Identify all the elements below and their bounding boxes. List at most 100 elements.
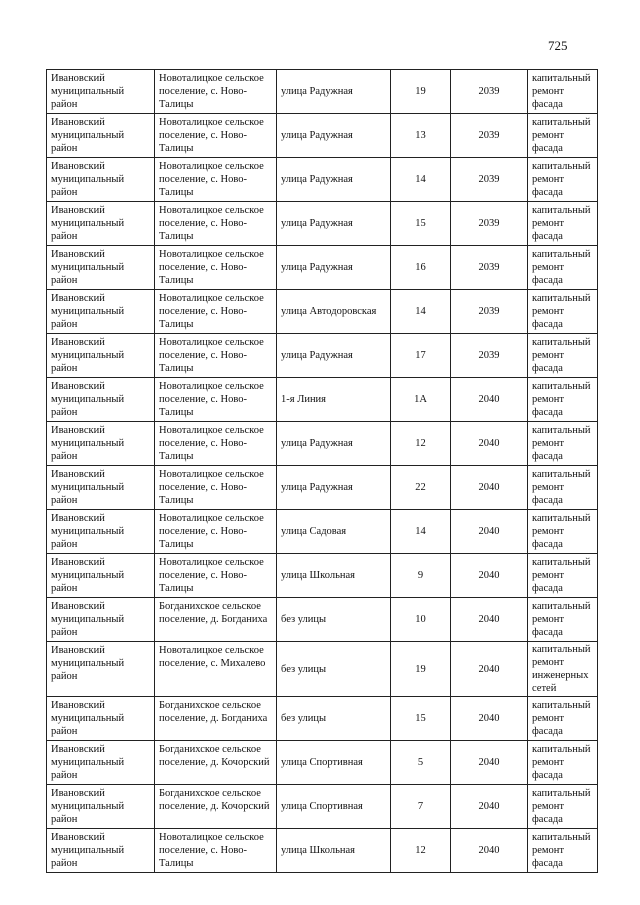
settlement-cell: Богданихское сельское поселение, д. Кочо… xyxy=(154,740,277,785)
year-cell: 2039 xyxy=(450,157,528,202)
year-cell: 2040 xyxy=(450,784,528,829)
street-cell: улица Автодоровская xyxy=(276,289,391,334)
settlement-cell: Новоталицкое сельское поселение, с. Ново… xyxy=(154,553,277,598)
table-row: Ивановский муниципальный район Новоталицк… xyxy=(46,553,598,598)
table-row: Ивановский муниципальный район Богданихск… xyxy=(46,597,598,642)
year-cell: 2040 xyxy=(450,696,528,741)
work-type-cell: капитальный ремонт фасада xyxy=(527,69,598,114)
year-cell: 2040 xyxy=(450,465,528,510)
settlement-cell: Новоталицкое сельское поселение, с. Ново… xyxy=(154,377,277,422)
street-cell: 1-я Линия xyxy=(276,377,391,422)
district-cell: Ивановский муниципальный район xyxy=(46,509,155,554)
work-type-cell: капитальный ремонт фасада xyxy=(527,201,598,246)
work-type-cell: капитальный ремонт фасада xyxy=(527,421,598,466)
street-cell: без улицы xyxy=(276,597,391,642)
street-cell: без улицы xyxy=(276,696,391,741)
settlement-cell: Новоталицкое сельское поселение, с. Ново… xyxy=(154,421,277,466)
street-cell: улица Радужная xyxy=(276,201,391,246)
district-cell: Ивановский муниципальный район xyxy=(46,784,155,829)
table-row: Ивановский муниципальный район Новоталицк… xyxy=(46,201,598,246)
house-number-cell: 15 xyxy=(390,201,451,246)
district-cell: Ивановский муниципальный район xyxy=(46,828,155,873)
district-cell: Ивановский муниципальный район xyxy=(46,597,155,642)
district-cell: Ивановский муниципальный район xyxy=(46,377,155,422)
house-number-cell: 5 xyxy=(390,740,451,785)
work-type-cell: капитальный ремонт фасада xyxy=(527,465,598,510)
year-cell: 2040 xyxy=(450,597,528,642)
table-row: Ивановский муниципальный район Новоталицк… xyxy=(46,113,598,158)
work-type-cell: капитальный ремонт фасада xyxy=(527,113,598,158)
year-cell: 2040 xyxy=(450,421,528,466)
street-cell: улица Радужная xyxy=(276,421,391,466)
settlement-cell: Новоталицкое сельское поселение, с. Ново… xyxy=(154,69,277,114)
work-type-cell: капитальный ремонт фасада xyxy=(527,509,598,554)
house-number-cell: 15 xyxy=(390,696,451,741)
work-type-cell: капитальный ремонт фасада xyxy=(527,157,598,202)
table-row: Ивановский муниципальный район Богданихск… xyxy=(46,740,598,785)
street-cell: улица Радужная xyxy=(276,245,391,290)
house-number-cell: 12 xyxy=(390,421,451,466)
settlement-cell: Новоталицкое сельское поселение, с. Ново… xyxy=(154,157,277,202)
district-cell: Ивановский муниципальный район xyxy=(46,113,155,158)
settlement-cell: Богданихское сельское поселение, д. Богд… xyxy=(154,696,277,741)
district-cell: Ивановский муниципальный район xyxy=(46,201,155,246)
street-cell: улица Спортивная xyxy=(276,740,391,785)
year-cell: 2040 xyxy=(450,641,528,697)
district-cell: Ивановский муниципальный район xyxy=(46,245,155,290)
settlement-cell: Новоталицкое сельское поселение, с. Ново… xyxy=(154,201,277,246)
house-number-cell: 14 xyxy=(390,509,451,554)
district-cell: Ивановский муниципальный район xyxy=(46,465,155,510)
page-number: 725 xyxy=(548,38,568,53)
district-cell: Ивановский муниципальный район xyxy=(46,421,155,466)
work-type-cell: капитальный ремонт фасада xyxy=(527,828,598,873)
work-type-cell: капитальный ремонт фасада xyxy=(527,333,598,378)
settlement-cell: Новоталицкое сельское поселение, с. Ново… xyxy=(154,465,277,510)
district-cell: Ивановский муниципальный район xyxy=(46,333,155,378)
work-type-cell: капитальный ремонт фасада xyxy=(527,597,598,642)
work-type-cell: капитальный ремонт фасада xyxy=(527,289,598,334)
table-row: Ивановский муниципальный район Новоталицк… xyxy=(46,421,598,466)
year-cell: 2039 xyxy=(450,113,528,158)
work-type-cell: капитальный ремонт фасада xyxy=(527,784,598,829)
house-number-cell: 14 xyxy=(390,157,451,202)
street-cell: улица Спортивная xyxy=(276,784,391,829)
year-cell: 2040 xyxy=(450,377,528,422)
settlement-cell: Новоталицкое сельское поселение, с. Ново… xyxy=(154,509,277,554)
house-number-cell: 12 xyxy=(390,828,451,873)
house-number-cell: 9 xyxy=(390,553,451,598)
street-cell: без улицы xyxy=(276,641,391,697)
table-row: Ивановский муниципальный район Новоталицк… xyxy=(46,641,598,697)
house-number-cell: 16 xyxy=(390,245,451,290)
table-row: Ивановский муниципальный район Новоталицк… xyxy=(46,509,598,554)
work-type-cell: капитальный ремонт фасада xyxy=(527,245,598,290)
house-number-cell: 1А xyxy=(390,377,451,422)
table-row: Ивановский муниципальный район Новоталицк… xyxy=(46,465,598,510)
district-cell: Ивановский муниципальный район xyxy=(46,740,155,785)
district-cell: Ивановский муниципальный район xyxy=(46,696,155,741)
house-number-cell: 14 xyxy=(390,289,451,334)
street-cell: улица Радужная xyxy=(276,113,391,158)
year-cell: 2039 xyxy=(450,333,528,378)
district-cell: Ивановский муниципальный район xyxy=(46,553,155,598)
street-cell: улица Радужная xyxy=(276,465,391,510)
work-type-cell: капитальный ремонт фасада xyxy=(527,740,598,785)
house-number-cell: 13 xyxy=(390,113,451,158)
district-cell: Ивановский муниципальный район xyxy=(46,289,155,334)
year-cell: 2039 xyxy=(450,245,528,290)
year-cell: 2040 xyxy=(450,509,528,554)
street-cell: улица Радужная xyxy=(276,157,391,202)
street-cell: улица Садовая xyxy=(276,509,391,554)
house-number-cell: 7 xyxy=(390,784,451,829)
table-row: Ивановский муниципальный район Богданихск… xyxy=(46,696,598,741)
settlement-cell: Новоталицкое сельское поселение, с. Ново… xyxy=(154,245,277,290)
year-cell: 2040 xyxy=(450,553,528,598)
house-number-cell: 19 xyxy=(390,641,451,697)
settlement-cell: Новоталицкое сельское поселение, с. Ново… xyxy=(154,333,277,378)
table-row: Ивановский муниципальный район Новоталицк… xyxy=(46,289,598,334)
table-row: Ивановский муниципальный район Новоталицк… xyxy=(46,333,598,378)
house-number-cell: 10 xyxy=(390,597,451,642)
street-cell: улица Школьная xyxy=(276,553,391,598)
house-number-cell: 17 xyxy=(390,333,451,378)
table-row: Ивановский муниципальный район Богданихск… xyxy=(46,784,598,829)
year-cell: 2039 xyxy=(450,201,528,246)
